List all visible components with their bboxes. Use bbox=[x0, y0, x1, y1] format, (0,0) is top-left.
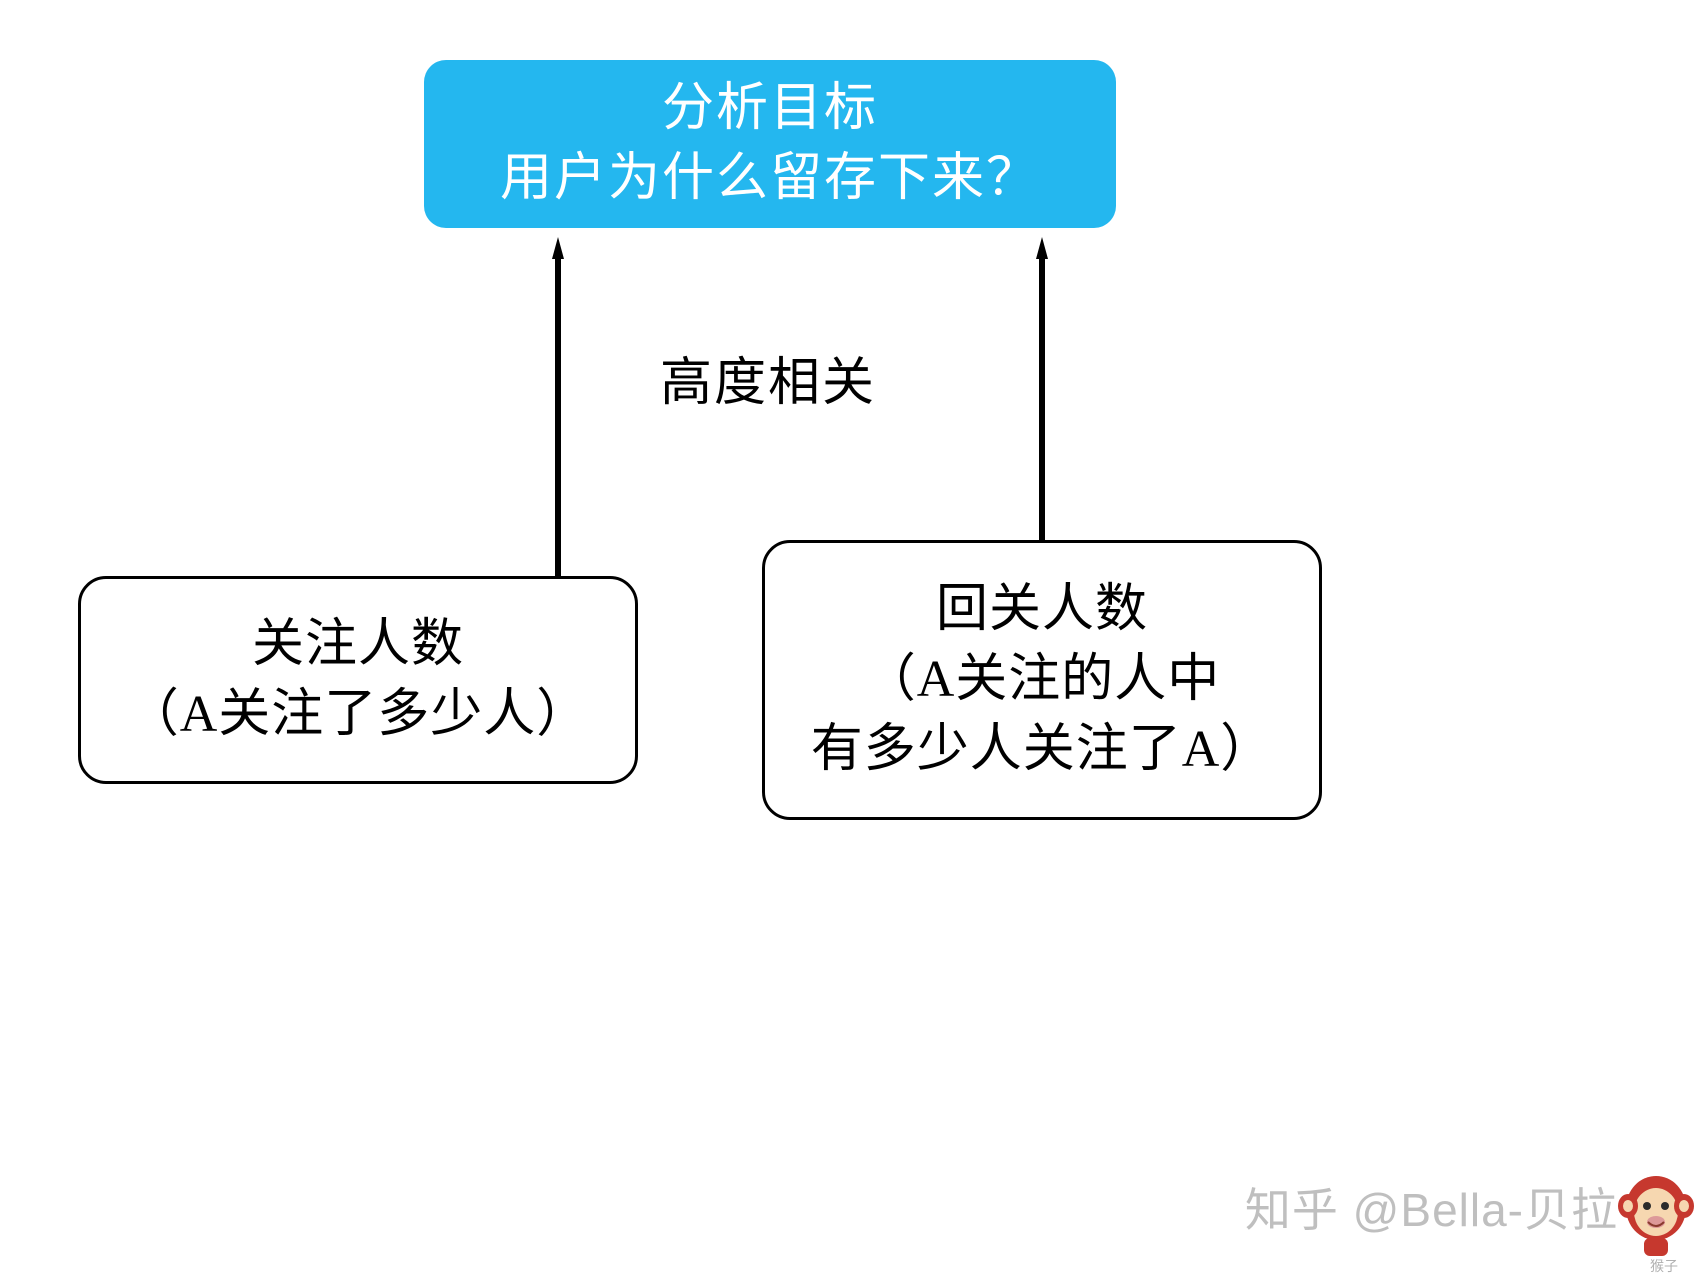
monkey-icon bbox=[1614, 1162, 1698, 1262]
mascot-label: 猴子 bbox=[1650, 1256, 1678, 1276]
arrow-right-to-goal bbox=[0, 0, 1708, 1280]
watermark-text: 知乎 @Bella-贝拉 bbox=[1245, 1174, 1618, 1240]
flowchart-diagram: 分析目标 用户为什么留存下来？ 高度相关 关注人数 （A关注了多少人） 回关人数… bbox=[0, 0, 1708, 1280]
